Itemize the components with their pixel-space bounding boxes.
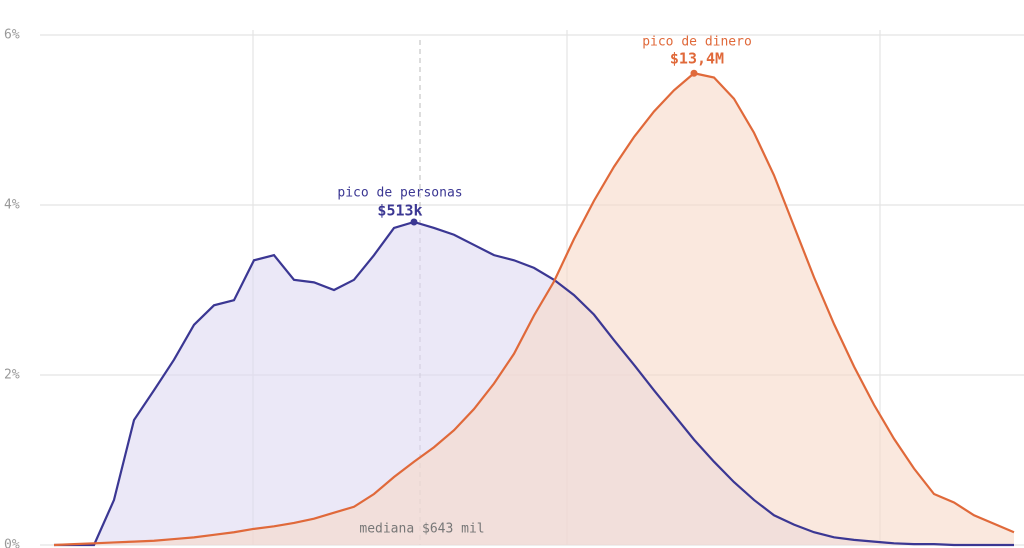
annotation-title: pico de dinero bbox=[642, 35, 752, 50]
y-tick-label: 4% bbox=[4, 198, 20, 213]
y-tick-label: 6% bbox=[4, 28, 20, 43]
annotation-value: $513k bbox=[377, 202, 422, 220]
area bbox=[54, 73, 1014, 545]
annotation: mediana $643 mil bbox=[359, 522, 484, 537]
line bbox=[54, 220, 1014, 547]
peak-dot bbox=[690, 69, 698, 77]
y-tick-label: 2% bbox=[4, 368, 20, 383]
annotation-value: $13,4M bbox=[670, 50, 724, 68]
annotation-title: pico de personas bbox=[337, 186, 462, 201]
line bbox=[53, 72, 1015, 547]
y-tick-label: 0% bbox=[4, 538, 20, 548]
peak-dot bbox=[410, 218, 418, 226]
